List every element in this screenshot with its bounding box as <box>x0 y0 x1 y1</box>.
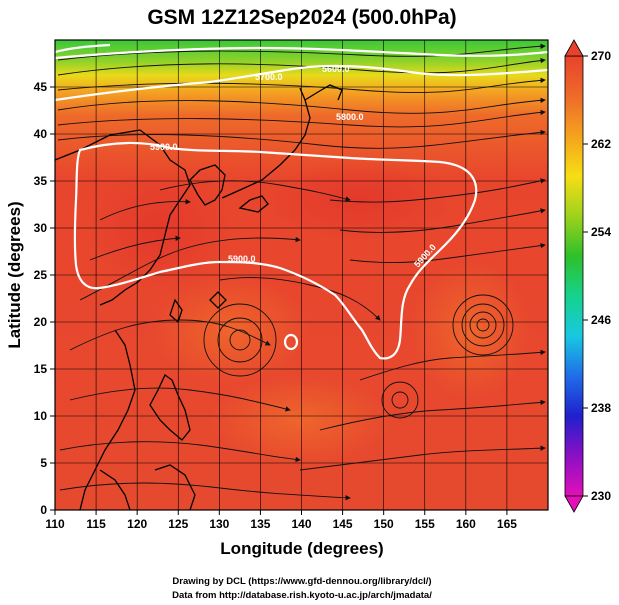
x-tick-label: 165 <box>497 517 517 531</box>
y-tick-label: 10 <box>34 409 48 423</box>
contour-label: 5900.0 <box>150 142 178 152</box>
cyclone-circulation <box>203 294 514 419</box>
x-tick-label: 115 <box>86 517 106 531</box>
wind-streamlines <box>57 43 546 501</box>
colorbar-scale <box>564 55 584 497</box>
map-plot-area: 5600.0 5700.0 5800.0 5900.0 5900.0 5900.… <box>55 40 548 510</box>
y-tick-label: 25 <box>34 268 48 282</box>
colorbar-tick-label: 230 <box>591 489 611 503</box>
colorbar-tick-label: 254 <box>591 225 611 239</box>
colorbar-bottom-arrow <box>564 495 584 513</box>
y-tick-label: 5 <box>40 456 47 470</box>
chart-title: GSM 12Z12Sep2024 (500.0hPa) <box>147 6 456 29</box>
x-axis: 110 115 120 125 130 135 140 145 150 155 160 165 <box>45 510 517 531</box>
lat-lon-grid <box>55 40 548 510</box>
x-tick-label: 140 <box>291 517 311 531</box>
contour-label: 5800.0 <box>336 112 364 122</box>
x-tick-label: 145 <box>333 517 353 531</box>
colorbar: 270 262 254 246 238 230 <box>564 39 611 513</box>
credit-data-source: Data from http://database.rish.kyoto-u.a… <box>172 590 432 601</box>
x-tick-label: 160 <box>456 517 476 531</box>
height-contours <box>55 43 548 360</box>
y-tick-label: 30 <box>34 221 48 235</box>
cool-anomaly <box>270 160 450 240</box>
y-tick-label: 35 <box>34 174 48 188</box>
x-tick-label: 155 <box>415 517 435 531</box>
x-tick-label: 135 <box>250 517 270 531</box>
colorbar-tick-label: 238 <box>591 401 611 415</box>
credit-drawing: Drawing by DCL (https://www.gfd-dennou.o… <box>172 576 431 587</box>
contour-label: 5700.0 <box>255 72 283 82</box>
y-tick-label: 40 <box>34 127 48 141</box>
warm-anomaly <box>410 260 530 400</box>
contour-label: 5600.0 <box>322 64 350 74</box>
x-tick-label: 110 <box>45 517 65 531</box>
y-axis-label: Latitude (degrees) <box>5 201 24 348</box>
colorbar-tick-label: 246 <box>591 313 611 327</box>
contour-label: 5900.0 <box>228 254 256 264</box>
x-tick-label: 150 <box>374 517 394 531</box>
x-tick-label: 125 <box>168 517 188 531</box>
x-axis-label: Longitude (degrees) <box>220 539 383 558</box>
warm-anomaly <box>150 275 310 385</box>
y-tick-label: 0 <box>40 503 47 517</box>
colorbar-top-arrow <box>564 39 584 57</box>
y-tick-label: 45 <box>34 80 48 94</box>
x-tick-label: 130 <box>209 517 229 531</box>
y-tick-label: 15 <box>34 362 48 376</box>
warm-anomaly <box>210 375 390 465</box>
y-axis: 0 5 10 15 20 25 30 35 40 45 <box>34 80 55 517</box>
colorbar-tick-label: 270 <box>591 49 611 63</box>
colorbar-tick-label: 262 <box>591 137 611 151</box>
x-tick-label: 120 <box>127 517 147 531</box>
y-tick-label: 20 <box>34 315 48 329</box>
cool-anomaly <box>90 170 230 290</box>
